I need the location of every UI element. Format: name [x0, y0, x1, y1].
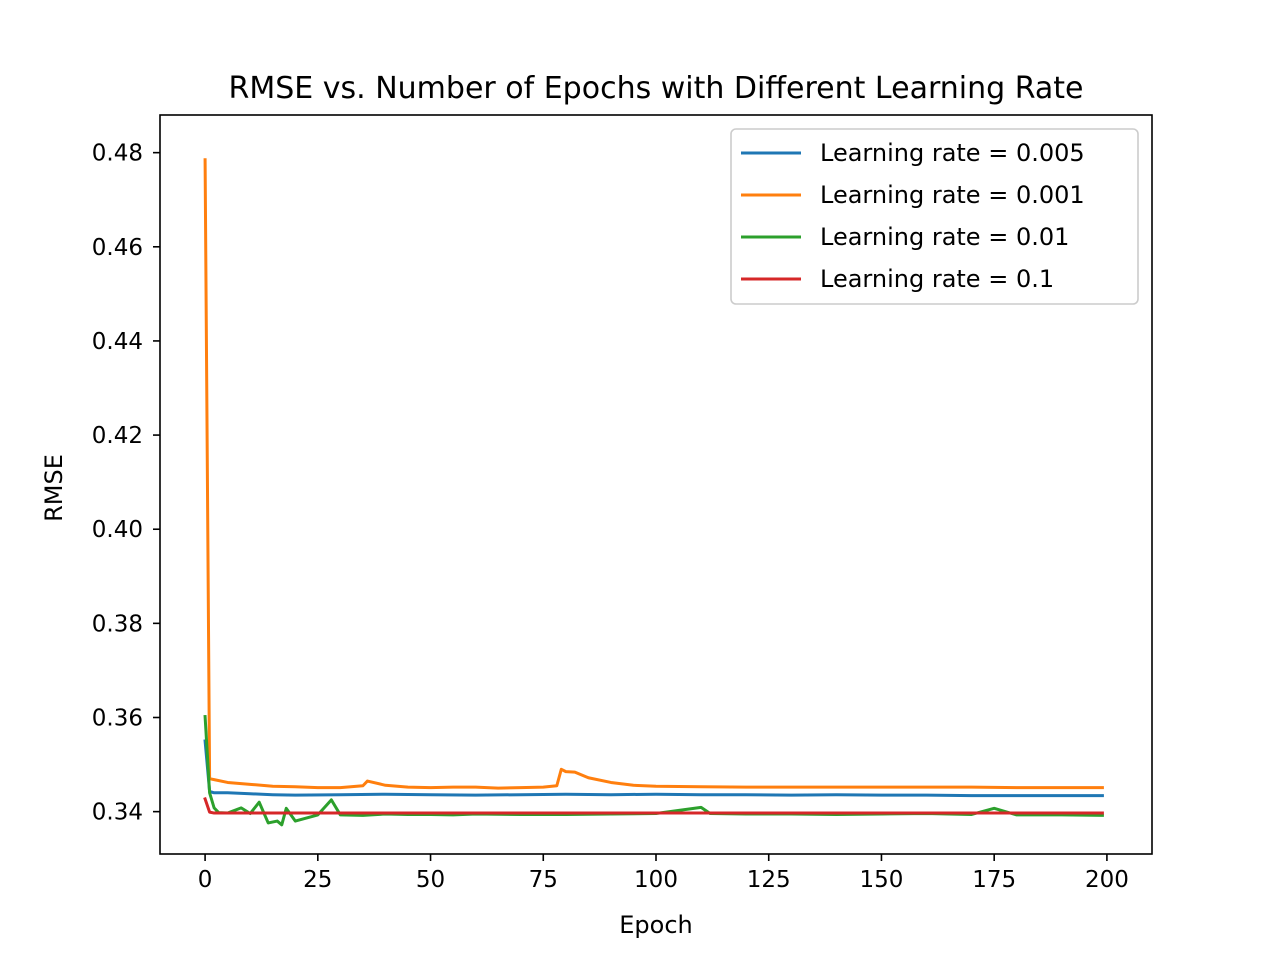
x-axis-ticks: 0 25 50 75 100 125 150 175 200 [198, 854, 1129, 893]
y-tick-label: 0.38 [92, 611, 143, 637]
plot-area: 0 25 50 75 100 125 150 175 200 0.340.360.380.400… [92, 114, 1153, 893]
x-tick-label: 50 [416, 867, 445, 893]
series-line-1 [203, 158, 1104, 790]
y-tick-label: 0.42 [92, 423, 143, 449]
y-tick-label: 0.44 [92, 329, 143, 355]
legend-label-1: Learning rate = 0.001 [820, 181, 1085, 209]
x-tick-label: 25 [303, 867, 332, 893]
y-tick-label: 0.48 [92, 141, 143, 167]
y-axis-label: RMSE [40, 454, 68, 522]
series-line-0 [203, 739, 1104, 798]
y-tick-label: 0.46 [92, 235, 143, 261]
x-tick-label: 150 [860, 867, 904, 893]
legend-label-0: Learning rate = 0.005 [820, 139, 1085, 167]
y-tick-label: 0.36 [92, 705, 143, 731]
x-tick-label: 100 [634, 867, 678, 893]
x-tick-label: 175 [972, 867, 1016, 893]
x-tick-label: 0 [198, 867, 213, 893]
x-tick-label: 200 [1085, 867, 1129, 893]
x-axis-label: Epoch [619, 911, 693, 939]
y-axis-ticks: 0.34 0.36 0.38 0.40 0.42 0.44 0.46 0.48 [92, 141, 160, 826]
legend-label-3: Learning rate = 0.1 [820, 265, 1054, 293]
legend-box [730, 128, 1139, 305]
legend-label-2: Learning rate = 0.01 [820, 223, 1069, 251]
x-tick-label: 75 [529, 867, 558, 893]
legend: Learning rate = 0.005 Learning rate = 0.0… [730, 128, 1139, 305]
y-tick-label: 0.34 [92, 800, 143, 826]
series-line-3 [203, 797, 1104, 815]
series-lines [203, 158, 1104, 827]
chart-title: RMSE vs. Number of Epochs with Different… [229, 71, 1084, 106]
y-tick-label: 0.40 [92, 517, 143, 543]
x-tick-label: 125 [747, 867, 791, 893]
